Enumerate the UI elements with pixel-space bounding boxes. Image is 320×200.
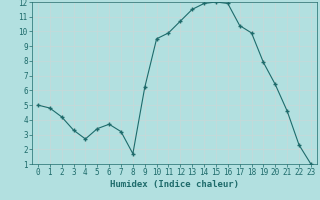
X-axis label: Humidex (Indice chaleur): Humidex (Indice chaleur) [110,180,239,189]
